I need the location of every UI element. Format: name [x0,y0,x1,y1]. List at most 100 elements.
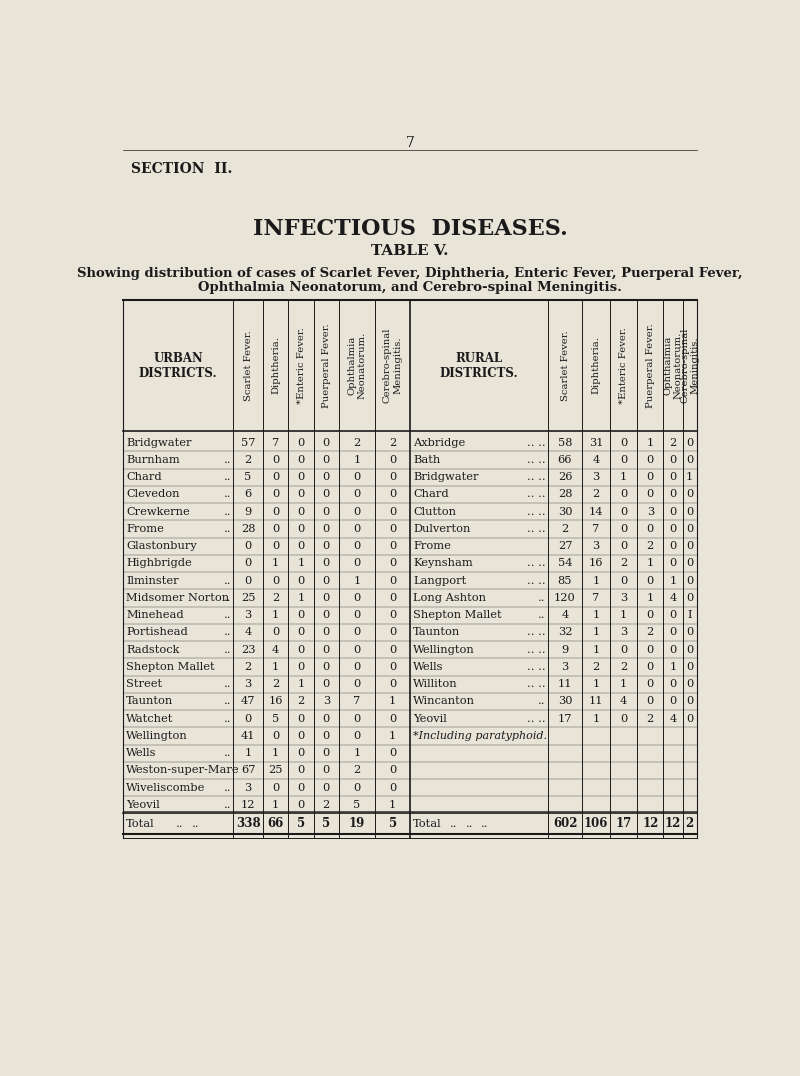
Text: Shepton Mallet: Shepton Mallet [413,610,502,620]
Text: 0: 0 [620,455,627,465]
Text: 0: 0 [389,645,396,654]
Text: ..: .. [223,524,231,534]
Text: 1: 1 [354,455,361,465]
Text: 0: 0 [686,541,694,551]
Text: ..: .. [176,819,183,829]
Text: 0: 0 [389,524,396,534]
Text: RURAL
DISTRICTS.: RURAL DISTRICTS. [440,352,518,380]
Text: 0: 0 [646,472,654,482]
Text: 9: 9 [245,507,252,516]
Text: Clutton: Clutton [413,507,456,516]
Text: Bridgwater: Bridgwater [126,438,192,448]
Text: 7: 7 [592,524,600,534]
Text: 7: 7 [354,696,361,706]
Text: 0: 0 [322,490,330,499]
Text: 1: 1 [354,748,361,759]
Text: Portishead: Portishead [126,627,188,637]
Text: 25: 25 [241,593,255,603]
Text: 0: 0 [686,576,694,585]
Text: 1: 1 [592,576,600,585]
Text: 0: 0 [272,472,279,482]
Text: 0: 0 [686,679,694,689]
Text: 16: 16 [589,558,603,568]
Text: 0: 0 [354,541,361,551]
Text: .. ..: .. .. [527,455,546,465]
Text: 5: 5 [245,472,252,482]
Text: 5: 5 [272,713,279,724]
Text: 0: 0 [670,490,677,499]
Text: 0: 0 [389,507,396,516]
Text: 0: 0 [389,782,396,793]
Text: 66: 66 [558,455,572,465]
Text: Frome: Frome [413,541,451,551]
Text: 0: 0 [298,765,305,776]
Text: Keynsham: Keynsham [413,558,473,568]
Text: 2: 2 [245,662,252,671]
Text: Total: Total [126,819,155,829]
Text: .. ..: .. .. [527,576,546,585]
Text: 0: 0 [389,610,396,620]
Text: Cerebro-spinal
Meningitis.: Cerebro-spinal Meningitis. [680,328,699,404]
Text: 2: 2 [646,541,654,551]
Text: Langport: Langport [413,576,466,585]
Text: 58: 58 [558,438,572,448]
Text: 0: 0 [298,524,305,534]
Text: ..: .. [223,713,231,724]
Text: 0: 0 [389,490,396,499]
Text: 0: 0 [322,713,330,724]
Text: Cerebro-spinal
Meningitis.: Cerebro-spinal Meningitis. [383,328,402,404]
Text: 5: 5 [297,817,305,830]
Text: 0: 0 [298,748,305,759]
Text: 5: 5 [322,817,330,830]
Text: 4: 4 [670,713,677,724]
Text: Ophthalmia Neonatorum, and Cerebro-spinal Meningitis.: Ophthalmia Neonatorum, and Cerebro-spina… [198,281,622,294]
Text: 0: 0 [322,627,330,637]
Text: 2: 2 [646,713,654,724]
Text: 0: 0 [646,524,654,534]
Text: 0: 0 [686,645,694,654]
Text: 0: 0 [354,558,361,568]
Text: 0: 0 [389,455,396,465]
Text: 3: 3 [322,696,330,706]
Text: 14: 14 [589,507,603,516]
Text: 0: 0 [322,748,330,759]
Text: 0: 0 [272,541,279,551]
Text: .. ..: .. .. [527,524,546,534]
Text: 0: 0 [670,610,677,620]
Text: 0: 0 [322,782,330,793]
Text: .. ..: .. .. [527,472,546,482]
Text: 0: 0 [389,662,396,671]
Text: 602: 602 [553,817,578,830]
Text: Midsomer Norton: Midsomer Norton [126,593,230,603]
Text: 9: 9 [562,645,569,654]
Text: 0: 0 [686,438,694,448]
Text: 0: 0 [670,541,677,551]
Text: Diphtheria.: Diphtheria. [591,337,601,395]
Text: Watchet: Watchet [126,713,174,724]
Text: 3: 3 [592,472,600,482]
Text: 0: 0 [298,455,305,465]
Text: 0: 0 [670,558,677,568]
Text: 0: 0 [354,627,361,637]
Text: 28: 28 [558,490,572,499]
Text: 11: 11 [558,679,572,689]
Text: 0: 0 [322,524,330,534]
Text: 0: 0 [322,731,330,741]
Text: 2: 2 [686,817,694,830]
Text: 1: 1 [389,696,396,706]
Text: 0: 0 [298,490,305,499]
Text: Ophthalmia
Neonatorum.: Ophthalmia Neonatorum. [347,331,366,399]
Text: .. ..: .. .. [527,645,546,654]
Text: 17: 17 [615,817,632,830]
Text: 1: 1 [298,593,305,603]
Text: 0: 0 [322,662,330,671]
Text: 0: 0 [354,645,361,654]
Text: 0: 0 [322,610,330,620]
Text: ..: .. [223,576,231,585]
Text: 2: 2 [298,696,305,706]
Text: 0: 0 [298,627,305,637]
Text: 0: 0 [298,576,305,585]
Text: 0: 0 [272,455,279,465]
Text: 0: 0 [354,662,361,671]
Text: Wiveliscombe: Wiveliscombe [126,782,206,793]
